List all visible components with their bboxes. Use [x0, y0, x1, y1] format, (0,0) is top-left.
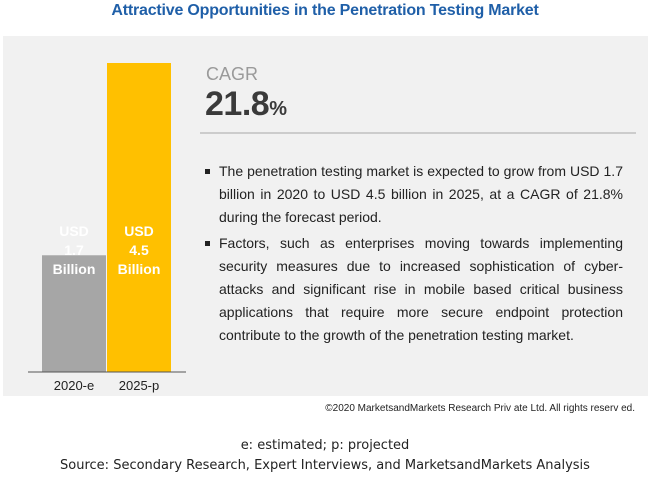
highlights-list: The penetration testing market is expect…: [205, 160, 623, 350]
chart-title: Attractive Opportunities in the Penetrat…: [111, 2, 539, 19]
cagr-unit: %: [269, 98, 287, 120]
bar-data-label: Billion: [53, 261, 96, 277]
x-tick-label: 2020-e: [54, 378, 94, 393]
bar-data-label: 4.5: [129, 242, 149, 258]
bar-data-label: USD: [59, 223, 89, 239]
bullet-item: The penetration testing market is expect…: [205, 160, 623, 229]
bullet-item: Factors, such as enterprises moving towa…: [205, 232, 623, 347]
bar-data-label: 1.7: [64, 242, 84, 258]
bar-data-label: Billion: [118, 261, 161, 277]
footnote: e: estimated; p: projected: [240, 438, 410, 453]
cagr-label: CAGR: [206, 64, 259, 84]
copyright-notice: ©2020 MarketsandMarkets Research Priv at…: [325, 403, 635, 414]
cagr-number: 21.8: [205, 85, 270, 123]
bar-data-label: USD: [124, 223, 154, 239]
cagr-value: 21.8%: [205, 85, 287, 124]
x-tick-label: 2025-p: [119, 378, 159, 393]
source-note: Source: Secondary Research, Expert Inter…: [60, 458, 590, 473]
bar-2025-p: [107, 63, 171, 372]
bar-2020-e: [42, 255, 106, 372]
